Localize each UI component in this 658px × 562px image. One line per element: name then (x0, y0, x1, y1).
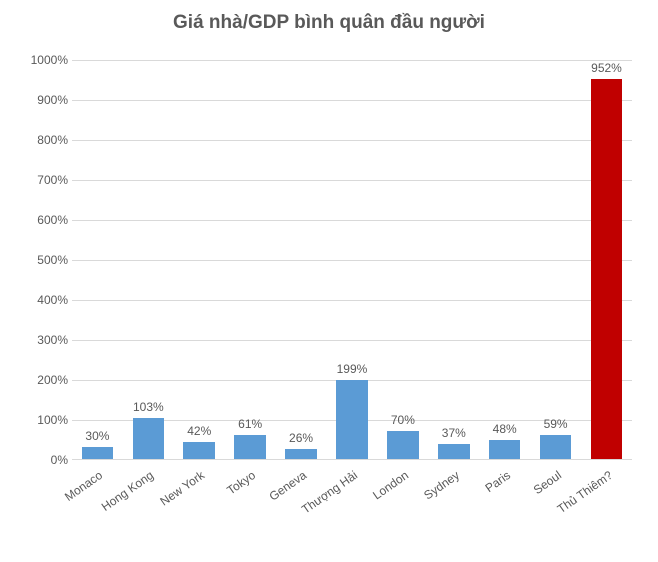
bar-data-label: 42% (187, 424, 211, 442)
x-label-slot: Thượng Hải (327, 460, 378, 550)
y-axis-tick-label: 800% (8, 133, 68, 147)
bar-data-label: 48% (493, 422, 517, 440)
bar: 48% (489, 440, 521, 459)
bar: 61% (234, 435, 266, 459)
chart-container: Giá nhà/GDP bình quân đầu người 30% 103% 4… (0, 0, 658, 562)
x-label-slot: Tokyo (225, 460, 276, 550)
bar-slot: 26% (276, 60, 327, 459)
bar-slot: 61% (225, 60, 276, 459)
x-label-slot: Paris (479, 460, 530, 550)
x-axis-category-label: Paris (482, 468, 512, 495)
bar: 103% (133, 418, 165, 459)
x-axis-category-label: Monaco (62, 468, 105, 504)
y-axis-tick-label: 200% (8, 373, 68, 387)
y-axis-tick-label: 900% (8, 93, 68, 107)
bar-data-label: 952% (591, 61, 622, 79)
bar-data-label: 30% (85, 429, 109, 447)
bar: 199% (336, 380, 368, 459)
bar: 42% (183, 442, 215, 459)
x-axis-category-label: Seoul (530, 468, 563, 497)
y-axis-tick-label: 600% (8, 213, 68, 227)
plot-area: 30% 103% 42% 61% 26% 199% 70% 37% 48% 59% 952% (72, 60, 632, 460)
bar-slot: 952% (581, 60, 632, 459)
bar: 30% (82, 447, 114, 459)
bar-data-label: 61% (238, 417, 262, 435)
bar-slot: 199% (327, 60, 378, 459)
bar: 26% (285, 449, 317, 459)
x-label-slot: Sydney (428, 460, 479, 550)
bar-slot: 103% (123, 60, 174, 459)
y-axis-tick-label: 1000% (8, 53, 68, 67)
x-label-slot: London (377, 460, 428, 550)
x-axis-labels: MonacoHong KongNew YorkTokyoGenevaThượng… (72, 460, 632, 550)
y-axis-tick-label: 700% (8, 173, 68, 187)
bar-data-label: 70% (391, 413, 415, 431)
bar: 70% (387, 431, 419, 459)
bar-data-label: 199% (337, 362, 368, 380)
y-axis-tick-label: 500% (8, 253, 68, 267)
y-axis-tick-label: 300% (8, 333, 68, 347)
bar-slot: 42% (174, 60, 225, 459)
y-axis-tick-label: 0% (8, 453, 68, 467)
bar-data-label: 37% (442, 426, 466, 444)
y-axis-tick-label: 400% (8, 293, 68, 307)
bar-slot: 37% (428, 60, 479, 459)
bar: 952% (591, 79, 623, 459)
bars-group: 30% 103% 42% 61% 26% 199% 70% 37% 48% 59% 952% (72, 60, 632, 459)
bar-data-label: 103% (133, 400, 164, 418)
bar: 37% (438, 444, 470, 459)
x-label-slot: Thủ Thiêm? (581, 460, 632, 550)
y-axis-tick-label: 100% (8, 413, 68, 427)
bar-slot: 59% (530, 60, 581, 459)
x-label-slot: New York (174, 460, 225, 550)
chart-title: Giá nhà/GDP bình quân đầu người (0, 12, 658, 34)
x-axis-category-label: Tokyo (224, 468, 258, 497)
bar-slot: 70% (377, 60, 428, 459)
bar-slot: 30% (72, 60, 123, 459)
bar: 59% (540, 435, 572, 459)
bar-data-label: 26% (289, 431, 313, 449)
bar-data-label: 59% (544, 417, 568, 435)
bar-slot: 48% (479, 60, 530, 459)
